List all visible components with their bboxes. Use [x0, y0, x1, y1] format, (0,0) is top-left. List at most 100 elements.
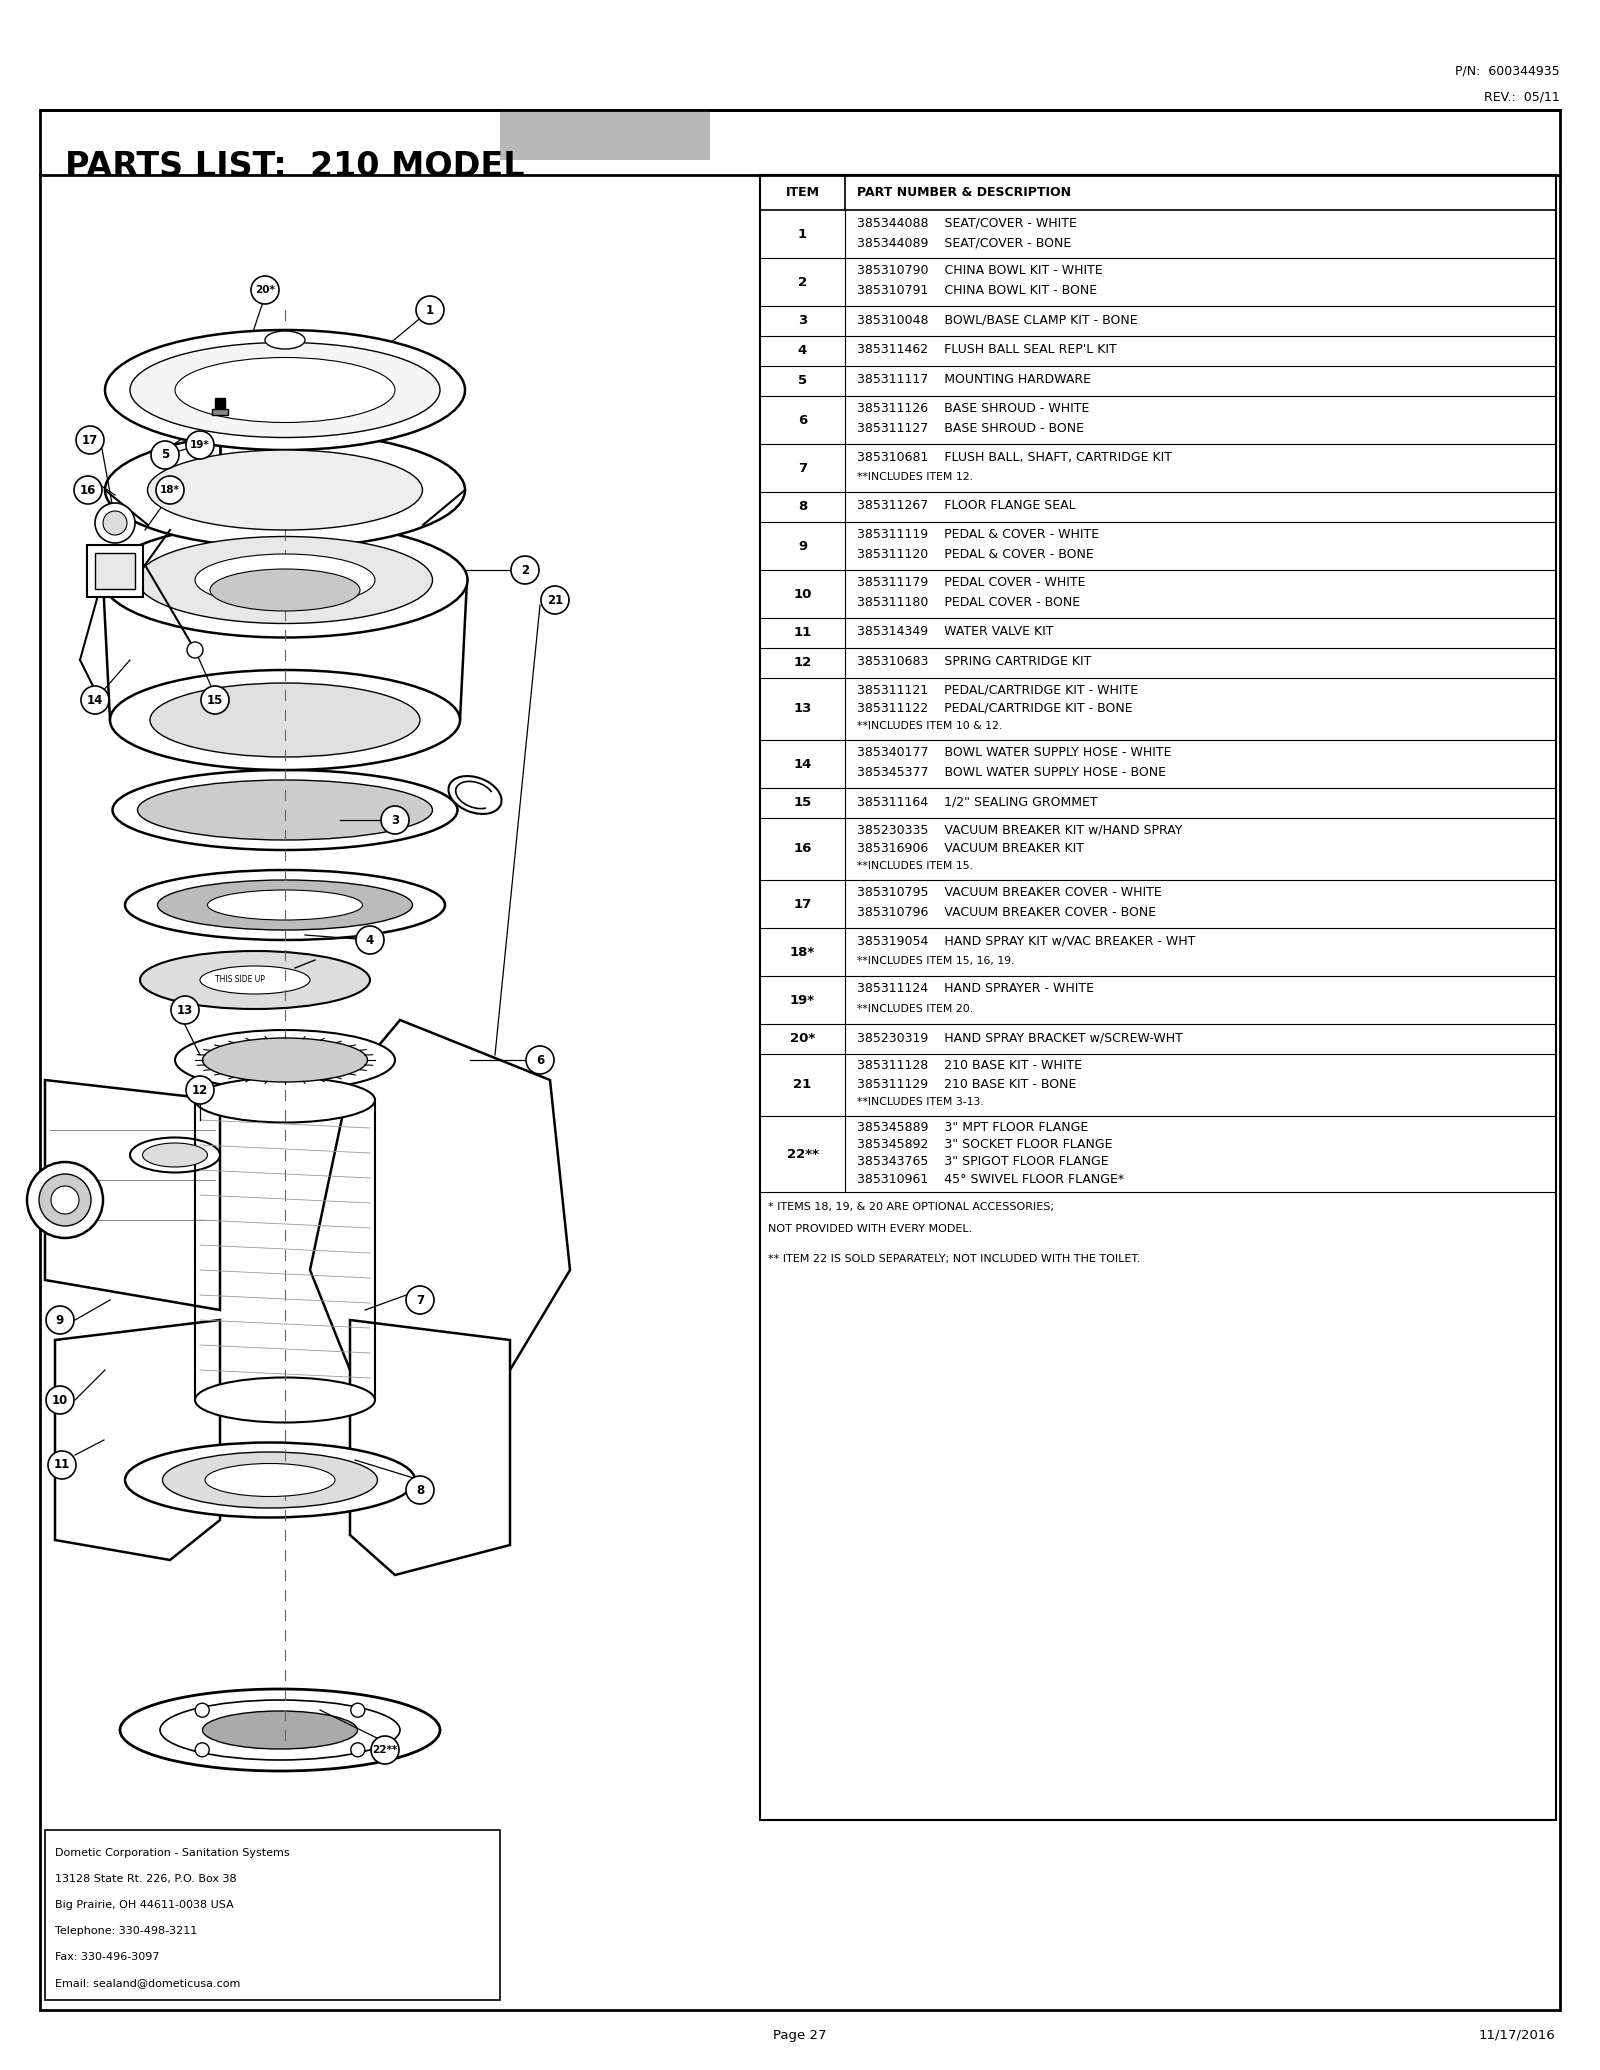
Ellipse shape: [205, 1463, 334, 1497]
FancyBboxPatch shape: [214, 397, 226, 408]
Text: 385230335    VACUUM BREAKER KIT w/HAND SPRAY: 385230335 VACUUM BREAKER KIT w/HAND SPRA…: [858, 824, 1182, 836]
Text: 22**: 22**: [787, 1147, 819, 1161]
Text: 17: 17: [82, 433, 98, 447]
Text: Dometic Corporation - Sanitation Systems: Dometic Corporation - Sanitation Systems: [54, 1849, 290, 1859]
Ellipse shape: [138, 536, 432, 623]
FancyBboxPatch shape: [45, 1830, 499, 2000]
FancyBboxPatch shape: [86, 544, 142, 596]
Text: 385345377    BOWL WATER SUPPLY HOSE - BONE: 385345377 BOWL WATER SUPPLY HOSE - BONE: [858, 766, 1166, 780]
Text: 385310683    SPRING CARTRIDGE KIT: 385310683 SPRING CARTRIDGE KIT: [858, 656, 1091, 669]
Ellipse shape: [106, 329, 466, 449]
Text: 11: 11: [794, 627, 811, 640]
Text: 385311121    PEDAL/CARTRIDGE KIT - WHITE: 385311121 PEDAL/CARTRIDGE KIT - WHITE: [858, 683, 1138, 696]
Ellipse shape: [195, 1377, 374, 1422]
Ellipse shape: [138, 780, 432, 840]
Text: PARTS LIST:  210 MODEL: PARTS LIST: 210 MODEL: [66, 149, 525, 182]
Text: THIS SIDE UP: THIS SIDE UP: [214, 975, 266, 985]
Text: 8: 8: [798, 501, 806, 513]
Text: **INCLUDES ITEM 3-13.: **INCLUDES ITEM 3-13.: [858, 1097, 984, 1107]
Text: 3: 3: [390, 814, 398, 826]
Circle shape: [526, 1045, 554, 1074]
Text: 385310795    VACUUM BREAKER COVER - WHITE: 385310795 VACUUM BREAKER COVER - WHITE: [858, 886, 1162, 900]
Text: **INCLUDES ITEM 15.: **INCLUDES ITEM 15.: [858, 861, 973, 871]
Circle shape: [157, 476, 184, 503]
Circle shape: [48, 1451, 77, 1478]
Text: NOT PROVIDED WITH EVERY MODEL.: NOT PROVIDED WITH EVERY MODEL.: [768, 1223, 973, 1234]
Text: 385311462    FLUSH BALL SEAL REP'L KIT: 385311462 FLUSH BALL SEAL REP'L KIT: [858, 344, 1117, 356]
Ellipse shape: [130, 1138, 221, 1172]
Circle shape: [102, 511, 126, 534]
Text: PART NUMBER & DESCRIPTION: PART NUMBER & DESCRIPTION: [858, 186, 1070, 199]
Text: 11: 11: [54, 1459, 70, 1472]
Polygon shape: [350, 1321, 510, 1575]
Circle shape: [186, 1076, 214, 1103]
Circle shape: [46, 1387, 74, 1414]
Text: 13: 13: [794, 702, 811, 716]
Text: 4: 4: [366, 934, 374, 946]
Text: 385311122    PEDAL/CARTRIDGE KIT - BONE: 385311122 PEDAL/CARTRIDGE KIT - BONE: [858, 702, 1133, 714]
Text: 385311124    HAND SPRAYER - WHITE: 385311124 HAND SPRAYER - WHITE: [858, 983, 1094, 996]
Text: 9: 9: [798, 540, 806, 553]
Text: 385311164    1/2" SEALING GROMMET: 385311164 1/2" SEALING GROMMET: [858, 795, 1098, 809]
Text: 385311119    PEDAL & COVER - WHITE: 385311119 PEDAL & COVER - WHITE: [858, 528, 1099, 542]
Text: 5: 5: [162, 449, 170, 462]
Ellipse shape: [210, 569, 360, 611]
Circle shape: [510, 557, 539, 584]
Text: 19*: 19*: [190, 441, 210, 449]
FancyBboxPatch shape: [94, 553, 134, 590]
Text: 12: 12: [192, 1083, 208, 1097]
Ellipse shape: [195, 555, 374, 607]
Ellipse shape: [125, 1443, 414, 1517]
Text: **INCLUDES ITEM 20.: **INCLUDES ITEM 20.: [858, 1004, 973, 1014]
Text: 18*: 18*: [160, 484, 179, 495]
Text: 9: 9: [56, 1314, 64, 1327]
Text: 1: 1: [426, 304, 434, 317]
Text: 21: 21: [547, 594, 563, 607]
Text: 21: 21: [794, 1078, 811, 1091]
Text: 15: 15: [206, 693, 222, 706]
Ellipse shape: [125, 869, 445, 940]
Circle shape: [171, 996, 198, 1025]
Ellipse shape: [200, 967, 310, 994]
Circle shape: [381, 805, 410, 834]
Circle shape: [371, 1737, 398, 1764]
Circle shape: [74, 476, 102, 503]
Circle shape: [406, 1476, 434, 1505]
FancyBboxPatch shape: [499, 110, 710, 159]
Circle shape: [38, 1174, 91, 1225]
Text: 22**: 22**: [373, 1745, 398, 1755]
Text: 385344088    SEAT/COVER - WHITE: 385344088 SEAT/COVER - WHITE: [858, 217, 1077, 230]
Circle shape: [416, 296, 445, 325]
Text: P/N:  600344935: P/N: 600344935: [1456, 64, 1560, 79]
Ellipse shape: [163, 1451, 378, 1509]
Text: 15: 15: [794, 797, 811, 809]
Circle shape: [202, 685, 229, 714]
FancyBboxPatch shape: [760, 176, 1555, 1820]
Text: 385311129    210 BASE KIT - BONE: 385311129 210 BASE KIT - BONE: [858, 1078, 1077, 1091]
Ellipse shape: [150, 683, 419, 758]
Circle shape: [195, 1704, 210, 1718]
Ellipse shape: [106, 433, 466, 546]
Text: 385311127    BASE SHROUD - BONE: 385311127 BASE SHROUD - BONE: [858, 422, 1085, 435]
Text: 385310681    FLUSH BALL, SHAFT, CARTRIDGE KIT: 385310681 FLUSH BALL, SHAFT, CARTRIDGE K…: [858, 451, 1171, 464]
Text: 8: 8: [416, 1484, 424, 1497]
Ellipse shape: [208, 890, 363, 919]
Circle shape: [195, 1743, 210, 1757]
Circle shape: [94, 503, 134, 542]
Text: 385311179    PEDAL COVER - WHITE: 385311179 PEDAL COVER - WHITE: [858, 578, 1085, 590]
Circle shape: [27, 1161, 102, 1238]
Ellipse shape: [112, 770, 458, 851]
Circle shape: [46, 1306, 74, 1333]
Ellipse shape: [157, 880, 413, 929]
Ellipse shape: [147, 449, 422, 530]
Ellipse shape: [448, 776, 501, 814]
Text: 10: 10: [794, 588, 811, 600]
Polygon shape: [54, 1321, 221, 1561]
Text: Page 27: Page 27: [773, 2029, 827, 2041]
Text: 385311128    210 BASE KIT - WHITE: 385311128 210 BASE KIT - WHITE: [858, 1060, 1082, 1072]
Text: 385310048    BOWL/BASE CLAMP KIT - BONE: 385310048 BOWL/BASE CLAMP KIT - BONE: [858, 313, 1138, 327]
Text: 385314349    WATER VALVE KIT: 385314349 WATER VALVE KIT: [858, 625, 1053, 638]
Text: 385230319    HAND SPRAY BRACKET w/SCREW-WHT: 385230319 HAND SPRAY BRACKET w/SCREW-WHT: [858, 1031, 1182, 1045]
Text: 12: 12: [794, 656, 811, 669]
Circle shape: [186, 431, 214, 460]
